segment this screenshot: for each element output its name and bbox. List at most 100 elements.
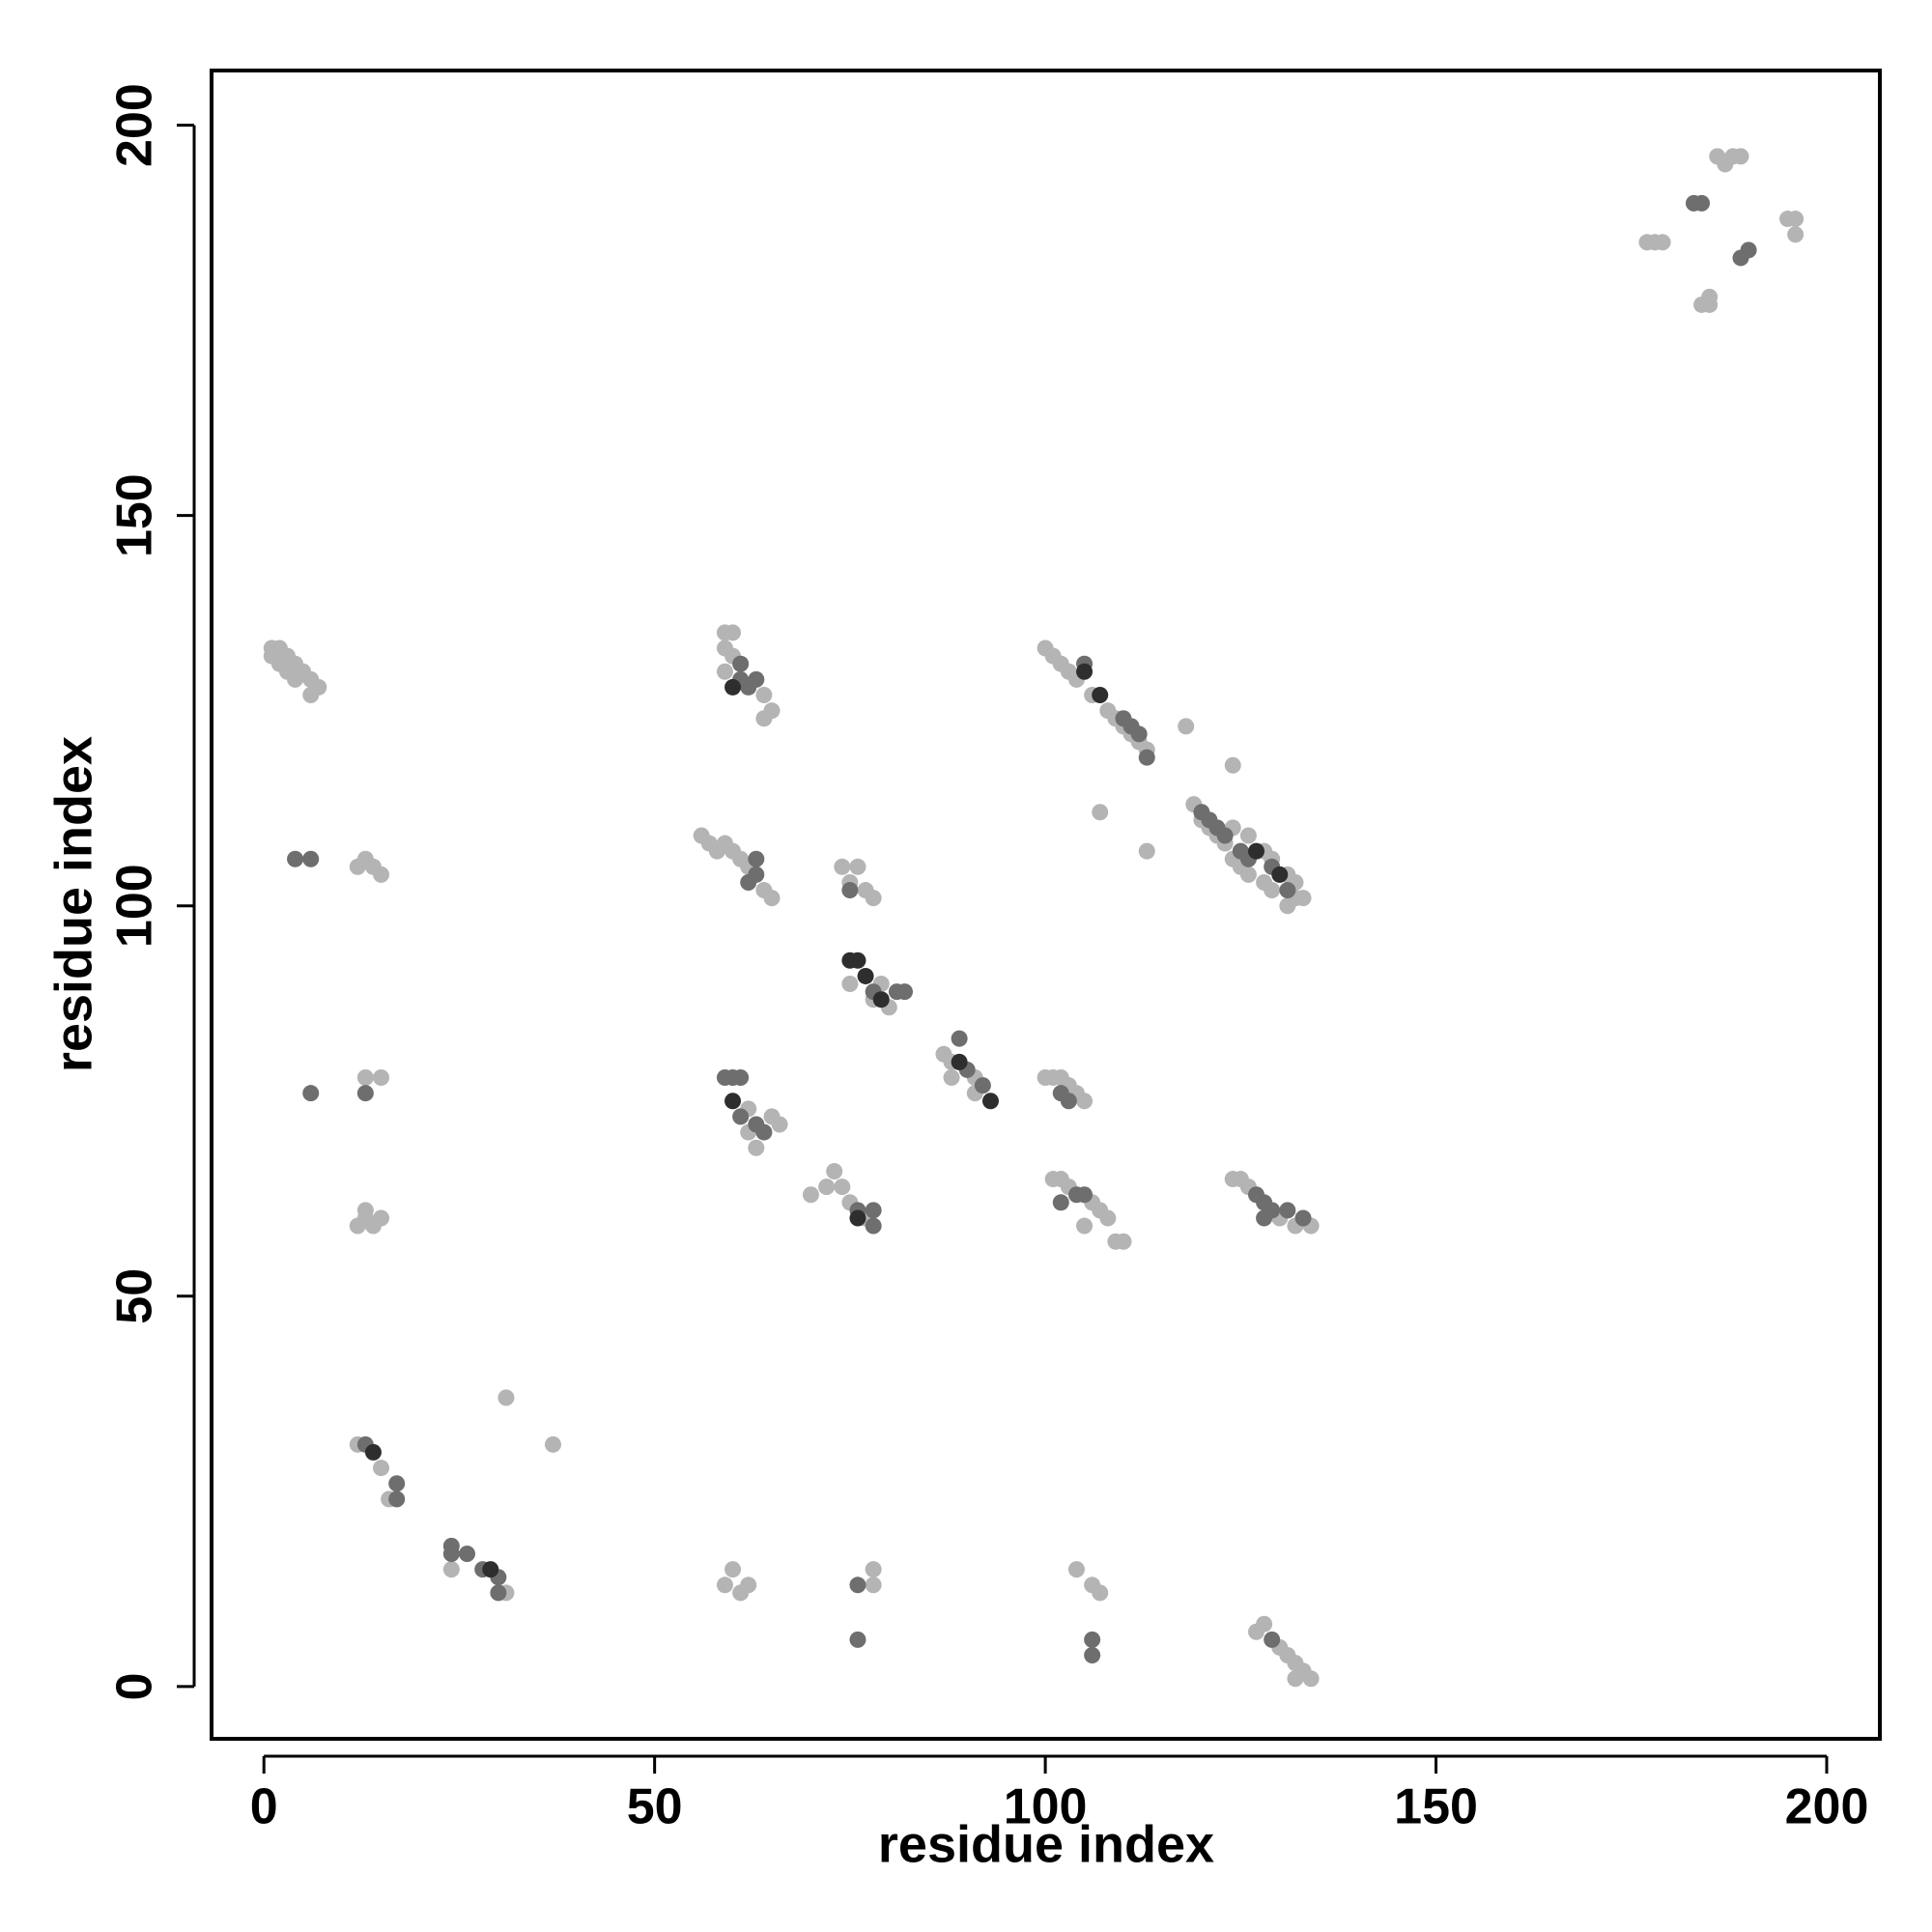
point bbox=[356, 1209, 374, 1227]
point bbox=[1115, 1233, 1132, 1250]
point bbox=[771, 1116, 788, 1133]
point bbox=[740, 1577, 757, 1594]
point bbox=[849, 1631, 867, 1648]
point bbox=[373, 866, 390, 883]
point bbox=[1256, 1209, 1273, 1227]
point bbox=[356, 1069, 374, 1087]
point bbox=[1701, 296, 1719, 313]
point bbox=[302, 850, 320, 867]
point bbox=[1271, 866, 1289, 883]
point bbox=[442, 1545, 460, 1562]
point bbox=[818, 1179, 836, 1196]
x-tick-label: 150 bbox=[1394, 1779, 1478, 1835]
point bbox=[1052, 1194, 1069, 1211]
point bbox=[755, 710, 773, 727]
point bbox=[1693, 194, 1711, 212]
point bbox=[373, 1069, 390, 1087]
x-tick-label: 0 bbox=[250, 1779, 278, 1835]
point bbox=[943, 1069, 960, 1087]
point bbox=[388, 1491, 406, 1508]
point bbox=[1092, 804, 1109, 821]
point bbox=[865, 1217, 882, 1235]
point bbox=[1092, 1584, 1109, 1602]
point bbox=[865, 1577, 882, 1594]
y-tick-label: 150 bbox=[107, 473, 163, 557]
point bbox=[716, 1577, 733, 1594]
point bbox=[349, 858, 366, 875]
point bbox=[1239, 866, 1257, 883]
point bbox=[857, 967, 874, 984]
point bbox=[826, 1162, 843, 1179]
x-tick-label: 100 bbox=[1004, 1779, 1088, 1835]
point bbox=[1084, 1647, 1101, 1664]
point bbox=[732, 1069, 750, 1087]
point bbox=[951, 1053, 968, 1070]
point bbox=[748, 850, 765, 867]
point bbox=[865, 1561, 882, 1578]
point bbox=[872, 991, 890, 1009]
point bbox=[763, 890, 781, 907]
y-axis-title: residue index bbox=[44, 736, 102, 1072]
point bbox=[724, 1093, 742, 1110]
point bbox=[1279, 1202, 1296, 1219]
point bbox=[849, 952, 867, 969]
point bbox=[748, 670, 765, 688]
x-axis-title: residue index bbox=[878, 1815, 1214, 1873]
y-tick-label: 200 bbox=[107, 83, 163, 167]
point bbox=[287, 670, 304, 688]
point bbox=[1138, 842, 1155, 860]
point bbox=[1178, 718, 1195, 735]
point bbox=[1076, 663, 1094, 680]
point bbox=[1287, 1670, 1304, 1688]
point bbox=[1138, 749, 1155, 766]
point bbox=[1076, 1093, 1094, 1110]
point bbox=[544, 1435, 561, 1453]
point bbox=[1264, 1631, 1281, 1648]
point bbox=[1740, 242, 1757, 259]
point bbox=[951, 1030, 968, 1047]
point bbox=[849, 1577, 867, 1594]
point bbox=[1247, 842, 1264, 860]
point bbox=[1302, 1670, 1320, 1688]
point bbox=[459, 1545, 476, 1562]
point bbox=[849, 858, 867, 875]
point bbox=[895, 983, 913, 1001]
point bbox=[356, 1085, 374, 1102]
point bbox=[1239, 827, 1257, 844]
point bbox=[1092, 687, 1109, 704]
point bbox=[1294, 1209, 1312, 1227]
point bbox=[865, 1202, 882, 1219]
point bbox=[1787, 226, 1804, 243]
point bbox=[1216, 827, 1234, 844]
point bbox=[1256, 1615, 1273, 1633]
point bbox=[1654, 234, 1671, 251]
point bbox=[849, 1209, 867, 1227]
point bbox=[1279, 882, 1296, 899]
point bbox=[755, 1123, 773, 1141]
point bbox=[865, 890, 882, 907]
point bbox=[1787, 211, 1804, 228]
point bbox=[841, 882, 859, 899]
point bbox=[490, 1584, 507, 1602]
point bbox=[1732, 148, 1749, 165]
point bbox=[1076, 1186, 1094, 1204]
point bbox=[1224, 756, 1241, 774]
point bbox=[841, 976, 859, 993]
point bbox=[287, 850, 304, 867]
point bbox=[834, 1179, 851, 1196]
point bbox=[732, 1108, 750, 1125]
point bbox=[1076, 1217, 1094, 1235]
point bbox=[716, 663, 733, 680]
point bbox=[1099, 1209, 1117, 1227]
plot-frame bbox=[210, 69, 1882, 1741]
point bbox=[732, 655, 750, 672]
point bbox=[1264, 882, 1281, 899]
point bbox=[373, 1460, 390, 1477]
point bbox=[1060, 1093, 1077, 1110]
y-tick-label: 50 bbox=[107, 1268, 163, 1324]
point bbox=[748, 1139, 765, 1156]
x-tick-label: 50 bbox=[627, 1779, 683, 1835]
point bbox=[1294, 890, 1312, 907]
point bbox=[1067, 1561, 1085, 1578]
point bbox=[373, 1209, 390, 1227]
